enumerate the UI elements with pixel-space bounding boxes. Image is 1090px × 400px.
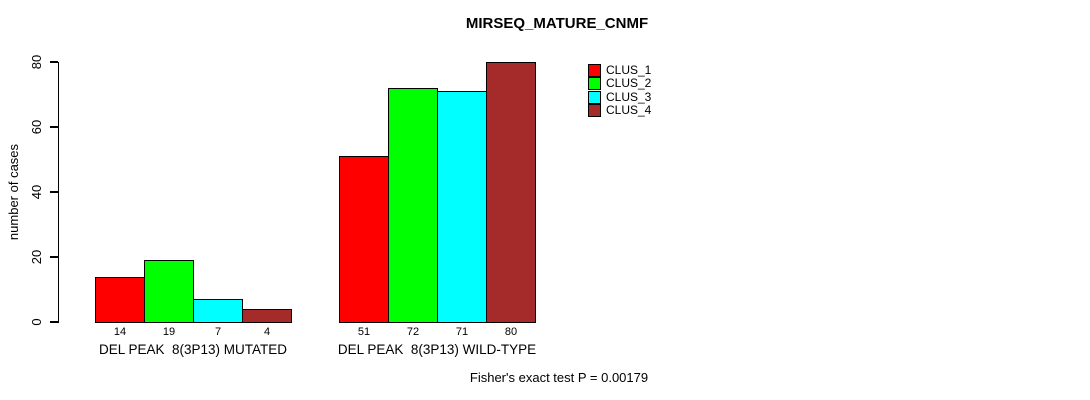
y-tick-label: 60 [29,119,44,135]
x-category-label: DEL PEAK 8(3P13) MUTATED [98,342,288,357]
bar-clus-3-wild-type [437,91,487,323]
y-tick-mark [50,321,58,323]
bar-value-label: 4 [263,326,271,338]
y-tick-label: 80 [29,54,44,70]
bar-clus-4-wild-type [486,62,536,323]
legend-item: CLUS_2 [588,76,652,91]
y-tick-label: 20 [29,249,44,265]
legend-item: CLUS_1 [588,63,652,78]
bar-value-label: 7 [214,326,222,338]
bar-value-label: 72 [406,326,420,338]
bar-value-label: 71 [455,326,469,338]
y-tick-mark [50,191,58,193]
footnote: Fisher's exact test P = 0.00179 [469,370,649,385]
legend-item: CLUS_3 [588,89,652,104]
bar-clus-2-wild-type [388,88,438,323]
y-tick-mark [50,126,58,128]
bar-clus-4-mutated [242,309,292,323]
y-tick-label: 0 [29,318,44,326]
bar-value-label: 80 [504,326,518,338]
x-category-label: DEL PEAK 8(3P13) WILD-TYPE [337,342,537,357]
legend-label: CLUS_3 [606,89,652,104]
y-axis-line [57,61,59,323]
chart-title: MIRSEQ_MATURE_CNMF [465,15,649,32]
bar-value-label: 51 [357,326,371,338]
y-tick-label: 40 [29,184,44,200]
bar-clus-3-mutated [193,299,243,323]
legend-swatch [588,77,601,91]
bar-clus-1-mutated [95,276,145,323]
bar-value-label: 14 [113,326,127,338]
y-axis-title: number of cases [6,143,21,241]
legend: CLUS_1 CLUS_2 CLUS_3 CLUS_4 [588,63,652,118]
bar-value-label: 19 [162,326,176,338]
bar-clus-2-mutated [144,260,194,323]
legend-label: CLUS_1 [606,63,652,78]
y-tick-mark [50,61,58,63]
legend-label: CLUS_2 [606,76,652,91]
legend-item: CLUS_4 [588,103,652,118]
legend-swatch [588,64,601,78]
y-tick-mark [50,256,58,258]
bar-clus-1-wild-type [339,156,389,323]
legend-swatch [588,90,601,104]
legend-label: CLUS_4 [606,103,652,118]
legend-swatch [588,104,601,118]
